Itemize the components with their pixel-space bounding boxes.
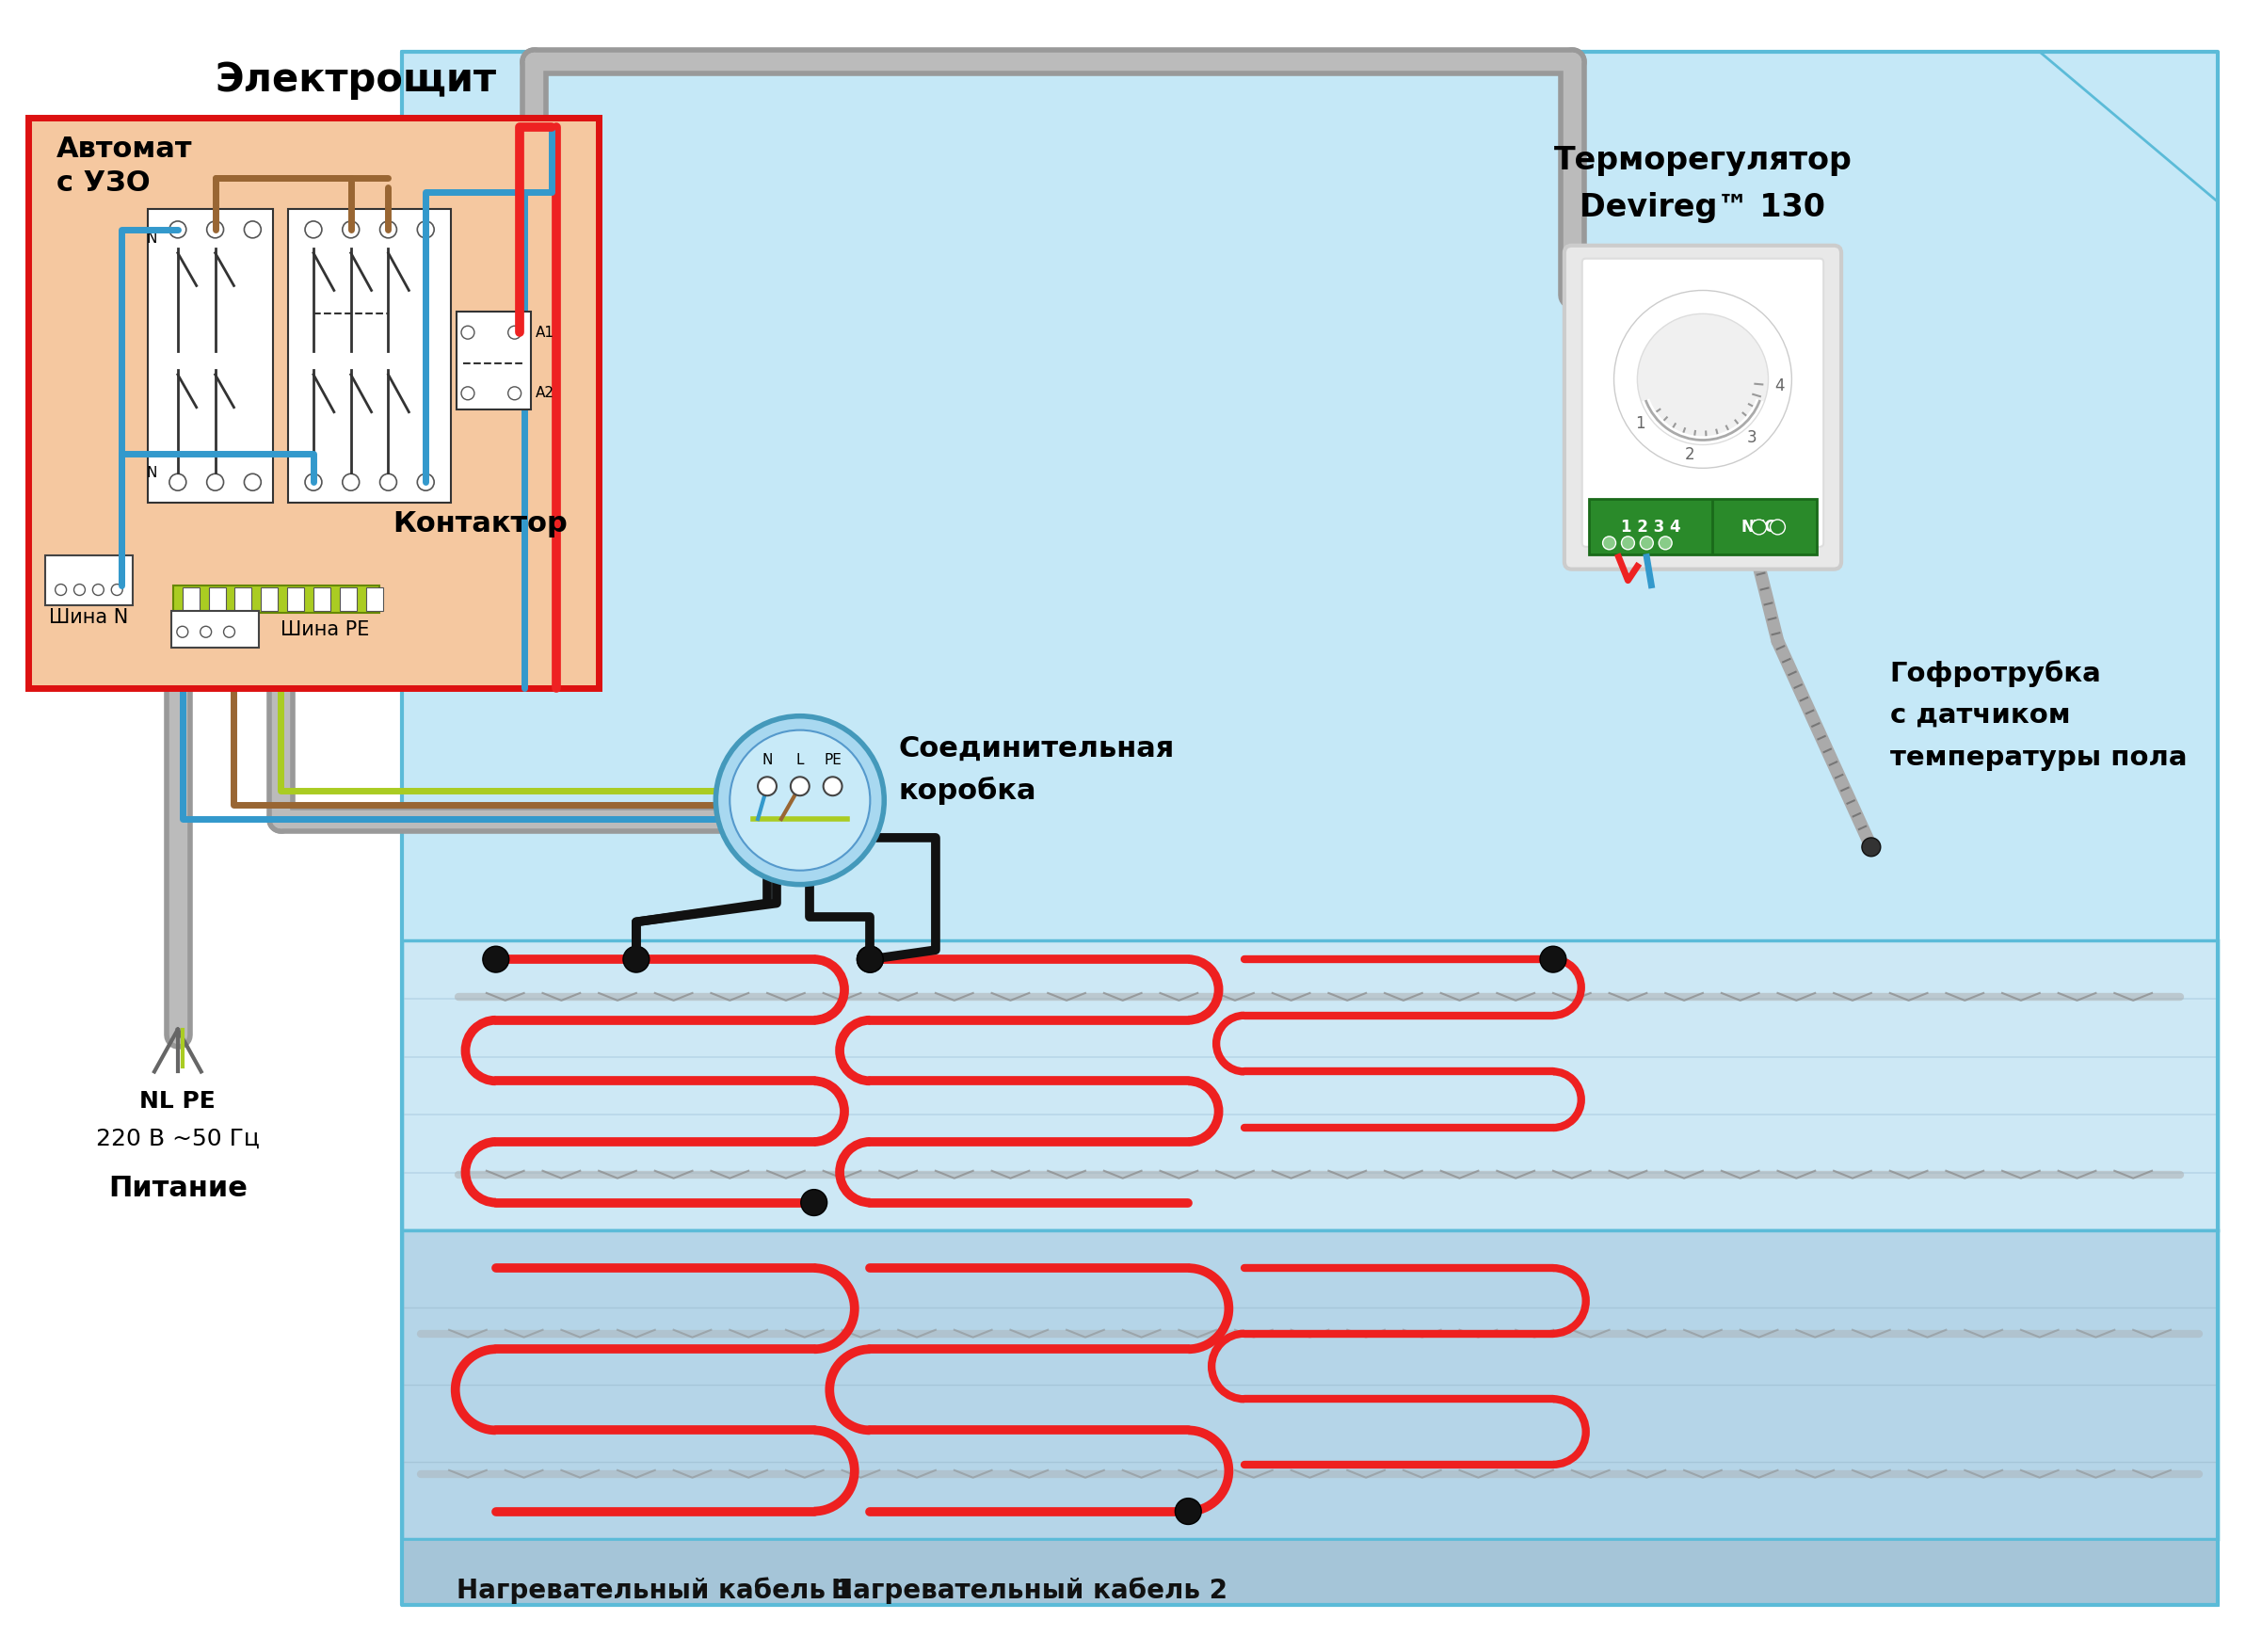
Circle shape bbox=[75, 585, 86, 595]
Circle shape bbox=[823, 776, 841, 796]
FancyBboxPatch shape bbox=[147, 208, 274, 502]
Circle shape bbox=[244, 221, 260, 238]
FancyBboxPatch shape bbox=[235, 586, 251, 611]
Circle shape bbox=[1658, 537, 1672, 550]
Polygon shape bbox=[403, 1540, 2217, 1604]
Text: Гофротрубка: Гофротрубка bbox=[1891, 659, 2101, 687]
Circle shape bbox=[93, 585, 104, 595]
Circle shape bbox=[1638, 314, 1769, 444]
Circle shape bbox=[792, 776, 810, 796]
FancyBboxPatch shape bbox=[339, 586, 357, 611]
Text: A1: A1 bbox=[536, 325, 554, 340]
Text: A2: A2 bbox=[536, 387, 554, 400]
Circle shape bbox=[509, 387, 520, 400]
FancyBboxPatch shape bbox=[457, 312, 532, 410]
Circle shape bbox=[1622, 537, 1635, 550]
FancyBboxPatch shape bbox=[172, 611, 260, 648]
Circle shape bbox=[380, 474, 396, 491]
FancyBboxPatch shape bbox=[314, 586, 330, 611]
Text: коробка: коробка bbox=[898, 776, 1036, 805]
Text: Контактор: Контактор bbox=[394, 510, 568, 539]
Polygon shape bbox=[403, 940, 2217, 1231]
Circle shape bbox=[305, 221, 321, 238]
Circle shape bbox=[1640, 537, 1654, 550]
Circle shape bbox=[416, 221, 434, 238]
Text: Автомат
с УЗО: Автомат с УЗО bbox=[57, 135, 192, 197]
Text: 4: 4 bbox=[1773, 377, 1785, 395]
Circle shape bbox=[1604, 537, 1615, 550]
Circle shape bbox=[1862, 838, 1880, 856]
Text: N: N bbox=[147, 231, 156, 246]
Circle shape bbox=[244, 474, 260, 491]
Circle shape bbox=[509, 325, 520, 339]
FancyBboxPatch shape bbox=[45, 555, 133, 606]
Text: 1 2 3 4: 1 2 3 4 bbox=[1622, 519, 1681, 535]
FancyBboxPatch shape bbox=[287, 586, 303, 611]
Circle shape bbox=[1176, 1498, 1201, 1525]
Circle shape bbox=[715, 715, 884, 884]
FancyBboxPatch shape bbox=[287, 208, 450, 502]
Text: N: N bbox=[147, 466, 156, 479]
FancyBboxPatch shape bbox=[208, 586, 226, 611]
Circle shape bbox=[54, 585, 66, 595]
FancyBboxPatch shape bbox=[0, 5, 2248, 1647]
FancyBboxPatch shape bbox=[260, 586, 278, 611]
FancyBboxPatch shape bbox=[27, 117, 599, 687]
Circle shape bbox=[416, 474, 434, 491]
Circle shape bbox=[224, 626, 235, 638]
Circle shape bbox=[342, 221, 360, 238]
Text: Шина PE: Шина PE bbox=[280, 621, 369, 639]
Text: NTC: NTC bbox=[1742, 519, 1776, 535]
Circle shape bbox=[857, 947, 882, 973]
Circle shape bbox=[857, 947, 882, 973]
Text: L: L bbox=[796, 753, 803, 768]
Text: Электрощит: Электрощит bbox=[215, 59, 495, 99]
Circle shape bbox=[1613, 291, 1792, 468]
Polygon shape bbox=[403, 1231, 2217, 1540]
Circle shape bbox=[622, 947, 649, 973]
Text: Нагревательный кабель 2: Нагревательный кабель 2 bbox=[830, 1576, 1228, 1604]
Circle shape bbox=[1540, 947, 1565, 973]
Text: Нагревательный кабель 1: Нагревательный кабель 1 bbox=[457, 1576, 853, 1604]
Text: Соединительная: Соединительная bbox=[898, 735, 1174, 762]
Text: Терморегулятор: Терморегулятор bbox=[1554, 145, 1853, 177]
Circle shape bbox=[801, 1189, 828, 1216]
Text: N: N bbox=[762, 753, 774, 768]
Text: Devireg™ 130: Devireg™ 130 bbox=[1579, 192, 1825, 223]
Circle shape bbox=[758, 776, 776, 796]
Text: температуры пола: температуры пола bbox=[1891, 743, 2187, 770]
Circle shape bbox=[461, 387, 475, 400]
Circle shape bbox=[731, 730, 871, 871]
Text: 1: 1 bbox=[1635, 415, 1644, 431]
Text: с датчиком: с датчиком bbox=[1891, 702, 2070, 729]
FancyBboxPatch shape bbox=[366, 586, 382, 611]
Text: Питание: Питание bbox=[109, 1175, 247, 1201]
FancyBboxPatch shape bbox=[1581, 259, 1823, 547]
Circle shape bbox=[380, 221, 396, 238]
Circle shape bbox=[305, 474, 321, 491]
Circle shape bbox=[206, 221, 224, 238]
Circle shape bbox=[111, 585, 122, 595]
Circle shape bbox=[1771, 520, 1785, 535]
Circle shape bbox=[170, 221, 185, 238]
FancyBboxPatch shape bbox=[1565, 246, 1841, 570]
Circle shape bbox=[342, 474, 360, 491]
Circle shape bbox=[461, 325, 475, 339]
Text: 3: 3 bbox=[1746, 430, 1758, 446]
Circle shape bbox=[201, 626, 210, 638]
Circle shape bbox=[176, 626, 188, 638]
Circle shape bbox=[206, 474, 224, 491]
Text: PE: PE bbox=[823, 753, 841, 768]
Text: Шина N: Шина N bbox=[50, 608, 129, 628]
Circle shape bbox=[1751, 520, 1767, 535]
FancyBboxPatch shape bbox=[1588, 499, 1816, 553]
Circle shape bbox=[482, 947, 509, 973]
Text: 220 В ~50 Гц: 220 В ~50 Гц bbox=[95, 1128, 260, 1150]
Circle shape bbox=[170, 474, 185, 491]
Text: 2: 2 bbox=[1685, 446, 1694, 463]
FancyBboxPatch shape bbox=[183, 586, 199, 611]
Text: NL PE: NL PE bbox=[140, 1090, 215, 1113]
FancyBboxPatch shape bbox=[174, 585, 380, 613]
Polygon shape bbox=[403, 51, 2217, 1604]
